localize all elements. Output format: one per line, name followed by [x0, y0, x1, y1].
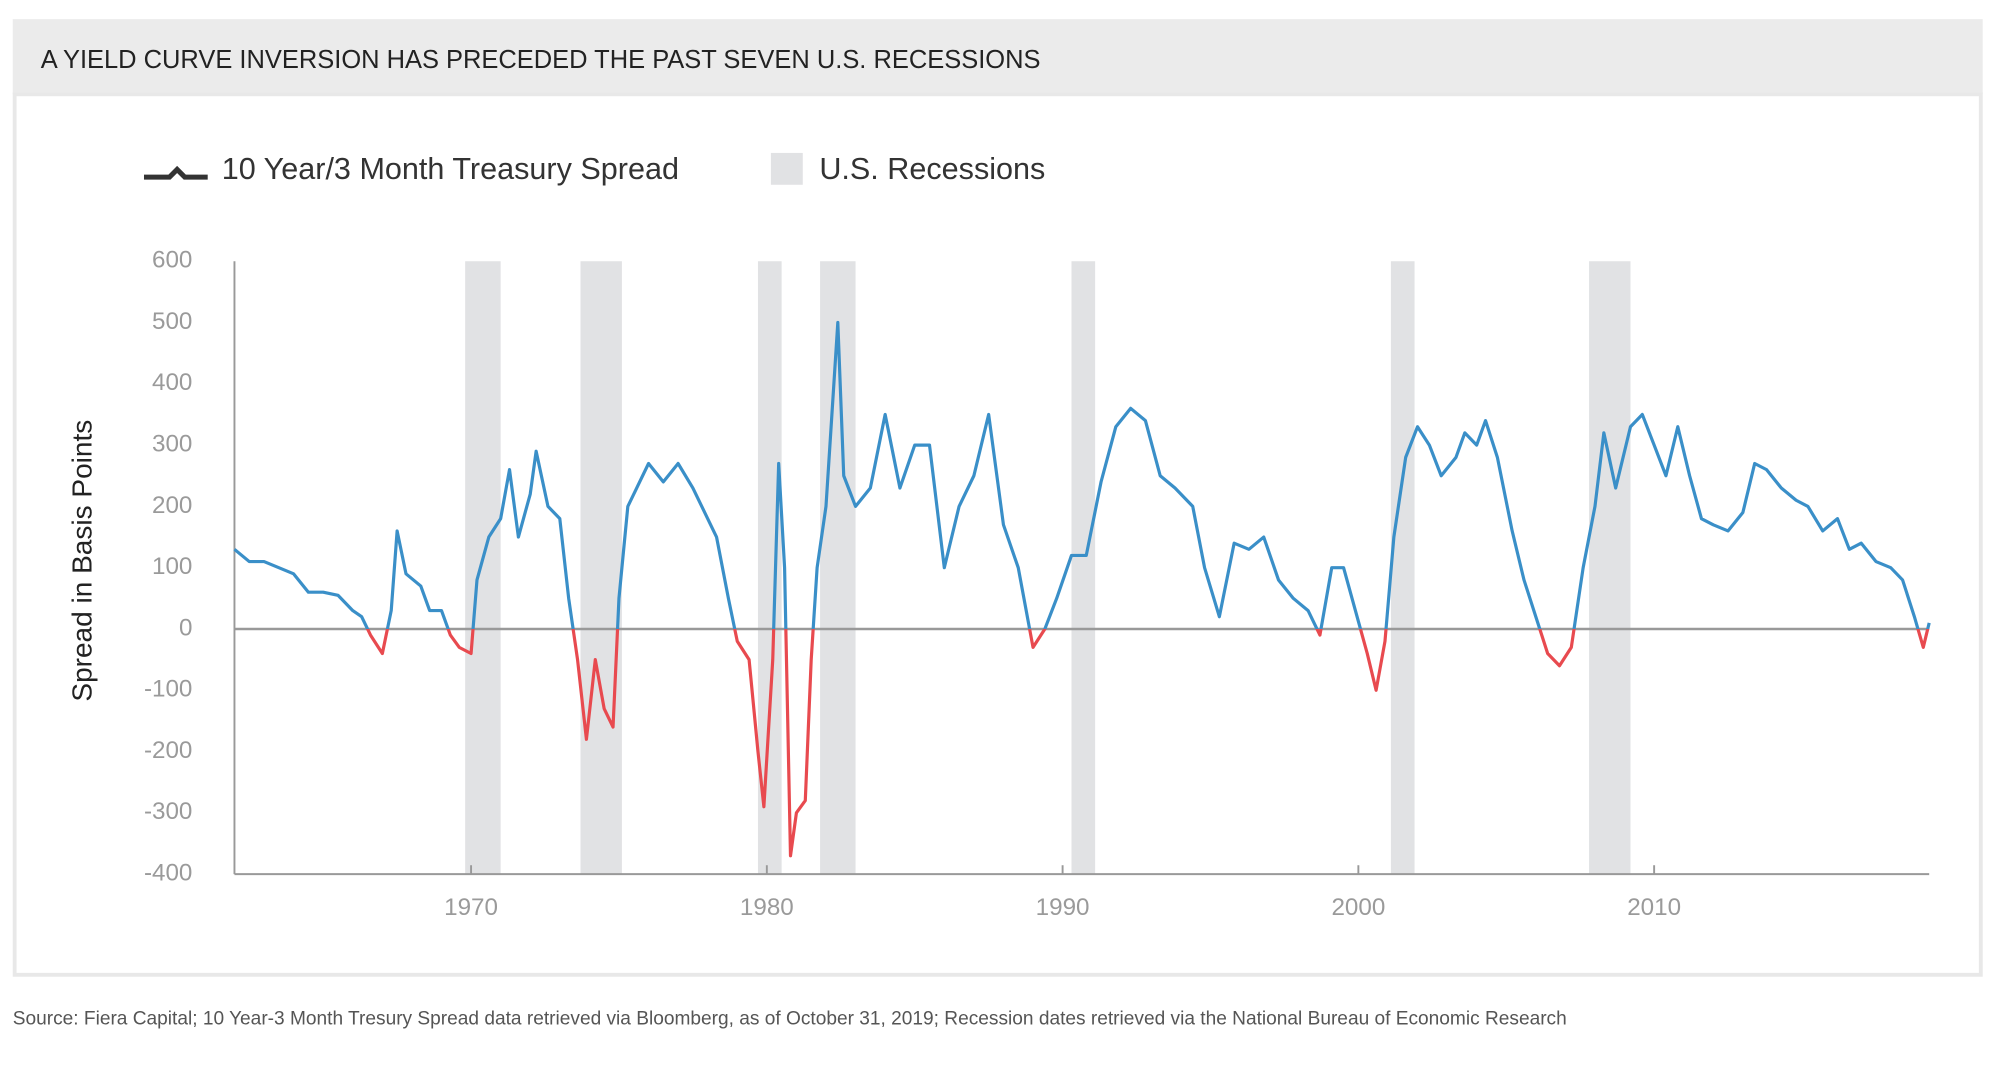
- y-tick-label: 500: [152, 308, 192, 335]
- y-tick-label: -300: [144, 798, 192, 825]
- x-tick-label: 2010: [1627, 894, 1681, 921]
- x-tick-label: 1970: [444, 894, 498, 921]
- y-tick-label: 200: [152, 492, 192, 519]
- chart-panel: [12, 92, 1983, 977]
- y-tick-label: -200: [144, 737, 192, 764]
- recession-band: [580, 261, 622, 875]
- y-tick-label: -100: [144, 676, 192, 703]
- recession-band: [757, 261, 782, 875]
- recession-band: [1071, 261, 1096, 875]
- spread-line: [233, 320, 1931, 858]
- x-tick-label: 1990: [1036, 894, 1090, 921]
- legend-label: 10 Year/3 Month Treasury Spread: [222, 152, 679, 186]
- y-axis-title: Spread in Basis Points: [67, 420, 98, 702]
- x-tick-label: 1980: [740, 894, 794, 921]
- chart-title: A YIELD CURVE INVERSION HAS PRECEDED THE…: [41, 46, 1041, 74]
- y-tick-label: 300: [152, 430, 192, 457]
- legend-swatch: [770, 152, 803, 185]
- legend-line-icon: [143, 165, 208, 180]
- y-tick-label: -400: [144, 860, 192, 887]
- y-tick-label: 100: [152, 553, 192, 580]
- plot-area: -400 -300 -200 -100 0 100 200 300 400 500 600 1970 1…: [144, 247, 1931, 921]
- recession-band: [465, 261, 501, 875]
- recession-band: [1390, 261, 1415, 875]
- recession-band: [1589, 261, 1631, 875]
- y-tick-label: 0: [179, 614, 192, 641]
- header-band: [12, 19, 1983, 95]
- legend-label: U.S. Recessions: [819, 152, 1045, 186]
- source-note: Source: Fiera Capital; 10 Year-3 Month T…: [13, 1008, 1567, 1029]
- x-tick-label: 2000: [1331, 894, 1385, 921]
- y-tick-label: 600: [152, 247, 192, 274]
- y-tick-label: 400: [152, 369, 192, 396]
